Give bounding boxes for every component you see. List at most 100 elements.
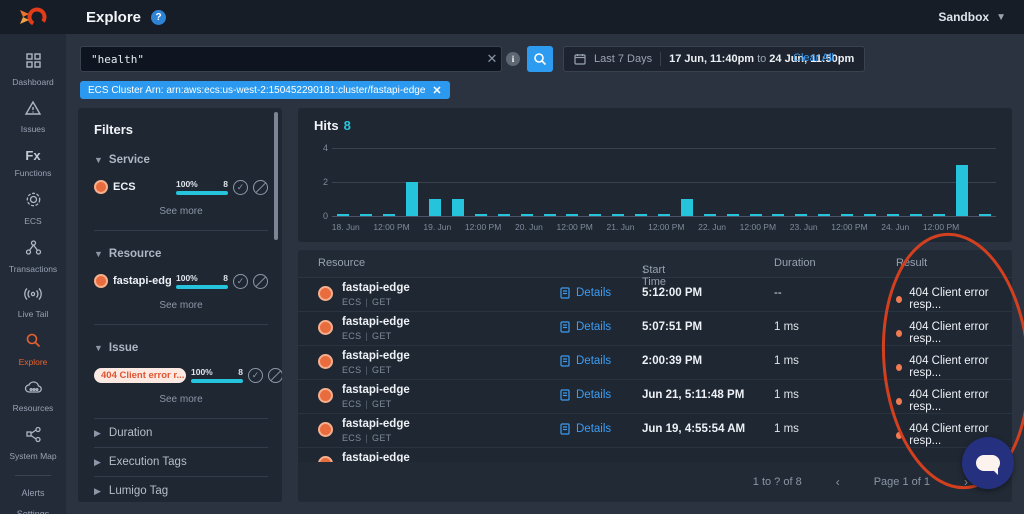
environment-switcher[interactable]: Sandbox ▼	[938, 10, 1006, 24]
table-row[interactable]: fastapi-edge ECS | GET Details 5:12:00 PM -- 40…	[298, 278, 1012, 312]
see-more-link[interactable]: See more	[159, 300, 203, 311]
filters-scrollbar[interactable]	[274, 112, 278, 240]
duration-cell: 1 ms	[774, 355, 799, 367]
exclude-filter-icon[interactable]	[253, 273, 268, 289]
hit-bar-empty[interactable]	[360, 214, 373, 216]
table-row[interactable]: fastapi-edge ECS | GET Details 5:07:51 PM 1 ms…	[298, 312, 1012, 346]
hit-bar-empty[interactable]	[589, 214, 602, 216]
table-header: Resource Start Time ↓ Duration Result	[298, 250, 1012, 288]
hit-bar-empty[interactable]	[658, 214, 670, 216]
hit-bar-empty[interactable]	[497, 214, 510, 216]
hit-bar-empty[interactable]	[864, 214, 877, 216]
hit-bar-empty[interactable]	[772, 214, 785, 216]
hit-bar-empty[interactable]	[520, 214, 533, 216]
filter-section-service[interactable]: ▼ Service	[94, 154, 150, 166]
see-more-link[interactable]: See more	[159, 394, 203, 405]
hit-bar-empty[interactable]	[337, 214, 350, 216]
hit-bar-empty[interactable]	[566, 214, 579, 216]
bar-chart[interactable]: 4 2 0 18. Jun 12:00 PM 19. Jun 12:00 PM 20. Jun…	[323, 143, 996, 232]
hit-bar[interactable]	[955, 165, 968, 216]
hit-bar[interactable]	[451, 199, 464, 216]
exclude-filter-icon[interactable]	[268, 367, 282, 383]
filter-section-lumigo-tag[interactable]: ▶ Lumigo Tag	[94, 477, 268, 502]
hit-bar-empty[interactable]	[612, 214, 625, 216]
hit-bar-empty[interactable]	[474, 214, 487, 216]
filter-section-execution-tags[interactable]: ▶ Execution Tags	[94, 448, 268, 477]
details-link[interactable]: Details	[560, 423, 611, 435]
sidebar-item-explore[interactable]: Explore	[0, 326, 66, 374]
clear-all-link[interactable]: Clear All	[793, 52, 834, 64]
search-input[interactable]	[80, 46, 502, 72]
sidebar-item-settings[interactable]: Settings	[16, 508, 50, 514]
hit-bar-empty[interactable]	[749, 214, 762, 216]
details-link[interactable]: Details	[560, 355, 611, 367]
start-time-cell: Jun 19, 4:55:54 AM	[642, 423, 746, 435]
sidebar-item-label: Live Tail	[17, 309, 49, 319]
duration-cell: --	[774, 287, 782, 299]
app-logo[interactable]	[0, 0, 66, 34]
sidebar-item-alerts[interactable]: Alerts	[21, 487, 45, 498]
hit-bar[interactable]	[680, 199, 693, 216]
y-tick-label: 0	[322, 211, 328, 221]
remove-chip-icon[interactable]: ✕	[432, 84, 442, 97]
hit-bar-empty[interactable]	[543, 214, 556, 216]
hit-bar-empty[interactable]	[978, 214, 991, 216]
filter-section-duration[interactable]: ▶ Duration	[94, 419, 268, 448]
filter-value-label: fastapi-edge	[113, 275, 171, 287]
hit-bar-empty[interactable]	[383, 214, 396, 216]
sidebar-item-functions[interactable]: Fx Functions	[0, 141, 66, 185]
hit-bar-empty[interactable]	[635, 214, 648, 216]
resource-subtext: ECS | GET	[342, 331, 392, 341]
help-icon[interactable]: ?	[151, 9, 167, 25]
issue-badge[interactable]: 404 Client error r...	[94, 367, 186, 383]
search-button[interactable]	[527, 46, 553, 72]
result-cell: 404 Client error resp...	[896, 389, 1012, 413]
col-duration: Duration	[774, 257, 816, 269]
chat-widget-button[interactable]	[962, 437, 1014, 489]
date-range-picker[interactable]: Last 7 Days 17 Jun, 11:40pm to 24 Jun, 11:…	[563, 46, 866, 72]
col-resource: Resource	[318, 257, 366, 269]
error-status-dot	[896, 329, 903, 337]
see-more-link[interactable]: See more	[159, 206, 203, 217]
hit-bar-empty[interactable]	[932, 214, 945, 216]
table-row[interactable]: fastapi-edge ECS | GET Details Jun 21, 5:11:4…	[298, 380, 1012, 414]
sidebar-item-system-map[interactable]: System Map	[0, 420, 66, 468]
hit-bar[interactable]	[429, 199, 442, 216]
hit-bar-empty[interactable]	[726, 214, 739, 216]
service-icon	[94, 180, 108, 194]
sidebar-item-issues[interactable]: Issues	[0, 94, 66, 141]
exclude-filter-icon[interactable]	[253, 179, 268, 195]
details-link[interactable]: Details	[560, 321, 611, 333]
details-link[interactable]: Details	[560, 287, 611, 299]
sidebar-item-transactions[interactable]: Transactions	[0, 233, 66, 281]
clear-search-icon[interactable]: ✕	[486, 51, 498, 66]
include-filter-icon[interactable]: ✓	[233, 179, 248, 195]
hit-bar-empty[interactable]	[886, 214, 899, 216]
hit-bar-empty[interactable]	[795, 214, 808, 216]
sidebar-item-live-tail[interactable]: Live Tail	[0, 281, 66, 326]
hit-bar-empty[interactable]	[841, 214, 854, 216]
chevron-down-icon: ▼	[94, 343, 103, 353]
table-row[interactable]: fastapi-edge ECS | GET Details Jun 19, 4:55:5…	[298, 414, 1012, 448]
sidebar-item-label: Resources	[12, 403, 54, 413]
hit-bar-empty[interactable]	[818, 214, 831, 216]
x-tick-label: 12:00 PM	[922, 222, 960, 232]
details-link[interactable]: Details	[560, 389, 611, 401]
x-tick-label: 12:00 PM	[464, 222, 502, 232]
sidebar-item-dashboard[interactable]: Dashboard	[0, 46, 66, 94]
info-icon[interactable]: i	[506, 52, 520, 66]
filter-chip-ecs-cluster-arn[interactable]: ECS Cluster Arn: arn:aws:ecs:us-west-2:1…	[80, 81, 450, 99]
filter-section-resource[interactable]: ▼ Resource	[94, 248, 162, 260]
hit-bar-empty[interactable]	[909, 214, 922, 216]
sidebar-item-ecs[interactable]: ECS	[0, 185, 66, 233]
prev-page-button[interactable]: ‹	[835, 475, 840, 489]
filter-section-issue[interactable]: ▼ Issue	[94, 342, 139, 354]
hit-bar-empty[interactable]	[703, 214, 716, 216]
table-row[interactable]: fastapi-edge ECS | GET Details 2:00:39 PM 1 ms…	[298, 346, 1012, 380]
hit-bar[interactable]	[406, 182, 419, 216]
include-filter-icon[interactable]: ✓	[248, 367, 263, 383]
chart-title: Hits 8	[314, 118, 351, 133]
ecs-resource-icon	[318, 320, 333, 335]
sidebar-item-resources[interactable]: Resources	[0, 374, 66, 420]
include-filter-icon[interactable]: ✓	[233, 273, 248, 289]
